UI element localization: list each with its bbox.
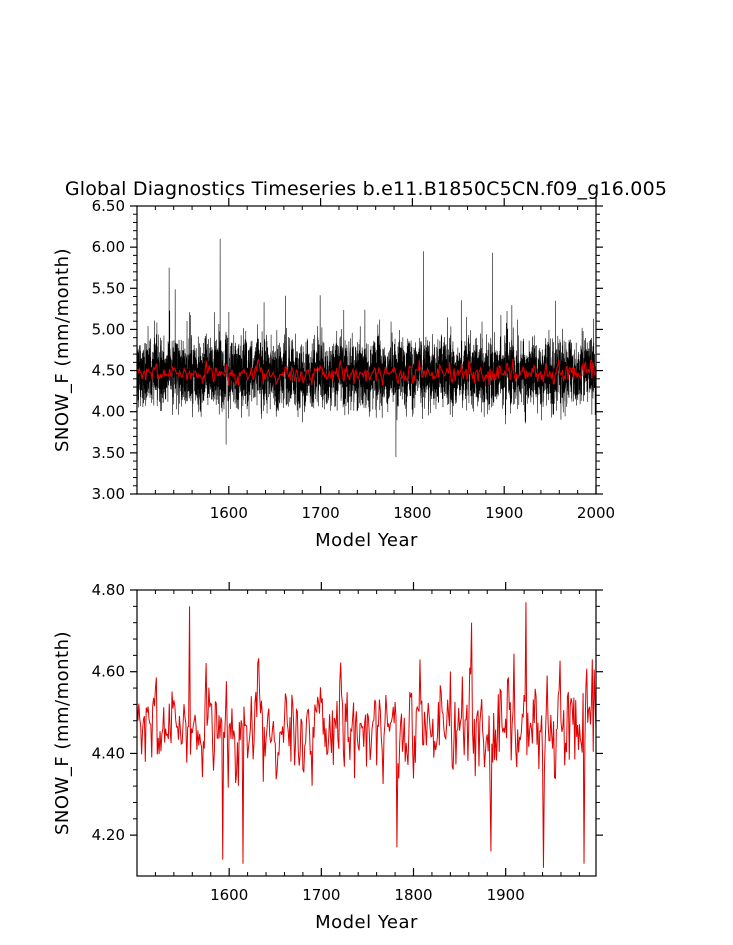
series-annual-line [137, 602, 596, 868]
chart-title: Global Diagnostics Timeseries b.e11.B185… [65, 178, 667, 200]
bottom-panel: 1600 1700 1800 1900 4.20 4.40 4.60 4.80 Model Ye… [52, 581, 603, 933]
y-tick-label: 3.50 [92, 444, 125, 462]
series-annual-line [137, 358, 596, 387]
y-tick-label: 6.00 [92, 238, 125, 256]
top-panel: 1600 1700 1800 1900 2000 3.00 3.50 4.00 4.50 5.00… [52, 197, 615, 551]
y-tick-label: 5.00 [92, 320, 125, 338]
x-axis-label: Model Year [315, 530, 418, 551]
y-tick-label: 3.00 [92, 485, 125, 503]
y-tick-label: 4.40 [92, 744, 125, 762]
y-axis-label: SNOW_F (mm/month) [52, 631, 73, 835]
y-tick-label: 4.60 [92, 663, 125, 681]
x-tick-label: 1800 [394, 886, 432, 904]
x-tick-label: 1900 [487, 886, 525, 904]
y-tick-label: 4.80 [92, 581, 125, 599]
x-tick-label: 1800 [393, 504, 431, 522]
y-tick-label: 4.20 [92, 826, 125, 844]
series-monthly-line [137, 238, 596, 457]
y-tick-label: 5.50 [92, 279, 125, 297]
y-tick-label: 4.00 [92, 403, 125, 421]
y-tick-label: 4.50 [92, 362, 125, 380]
x-tick-label: 1600 [210, 886, 248, 904]
x-tick-label: 2000 [577, 504, 615, 522]
plot-frame [136, 205, 597, 495]
x-tick-label: 1900 [485, 504, 523, 522]
x-tick-label: 1700 [302, 504, 340, 522]
plot-frame [136, 589, 597, 877]
x-tick-label: 1600 [210, 504, 248, 522]
x-tick-label: 1700 [302, 886, 340, 904]
y-axis-label: SNOW_F (mm/month) [52, 248, 73, 452]
x-axis-label: Model Year [315, 912, 418, 933]
y-tick-label: 6.50 [92, 197, 125, 215]
